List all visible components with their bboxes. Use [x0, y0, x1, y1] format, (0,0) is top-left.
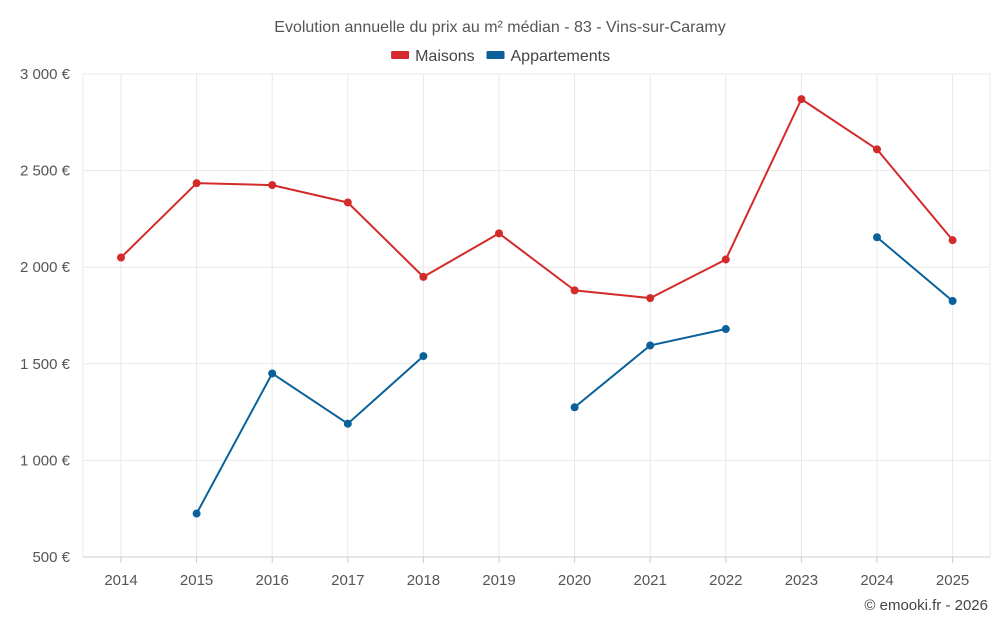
y-tick-label: 2 000 € [20, 259, 71, 276]
credit-text: © emooki.fr - 2026 [864, 597, 988, 614]
x-tick-label: 2017 [331, 572, 364, 589]
y-axis: 500 € 1 000 € 1 500 € 2 000 € 2 500 € 3 000 € [20, 66, 71, 566]
data-point[interactable] [948, 297, 957, 306]
chart-title: Evolution annuelle du prix au m² médian … [274, 19, 725, 36]
y-tick-label: 500 € [32, 549, 70, 566]
data-point[interactable] [343, 419, 352, 428]
series-line [876, 236, 954, 302]
data-point[interactable] [948, 236, 957, 245]
data-point[interactable] [873, 233, 881, 242]
data-point[interactable] [192, 509, 201, 518]
legend-item-maisons[interactable]: Maisons [391, 48, 475, 65]
data-point[interactable] [721, 325, 730, 334]
data-point[interactable] [117, 253, 125, 262]
data-point[interactable] [570, 403, 579, 412]
data-point[interactable] [646, 341, 655, 350]
legend: Maisons Appartements [391, 48, 610, 65]
x-tick-label: 2022 [709, 572, 742, 589]
data-point[interactable] [419, 272, 428, 281]
legend-label: Appartements [511, 48, 611, 65]
y-tick-label: 1 500 € [20, 356, 71, 373]
data-point[interactable] [873, 145, 881, 154]
x-tick-label: 2019 [482, 572, 515, 589]
x-tick-label: 2021 [634, 572, 667, 589]
grid [82, 73, 991, 558]
x-tick-label: 2014 [104, 572, 137, 589]
data-point[interactable] [570, 286, 579, 295]
series-maisons [117, 95, 957, 303]
x-tick-label: 2016 [256, 572, 289, 589]
series-line [195, 355, 425, 515]
x-axis: 2014 2015 2016 2017 2018 2019 2020 2021 2022 2023… [83, 556, 990, 589]
series-layer [117, 95, 957, 518]
legend-swatch [391, 51, 410, 59]
data-point[interactable] [268, 369, 277, 378]
x-tick-label: 2023 [785, 572, 818, 589]
x-tick-label: 2015 [180, 572, 213, 589]
data-point[interactable] [268, 181, 277, 190]
data-point[interactable] [192, 179, 201, 188]
y-tick-label: 2 500 € [20, 163, 71, 180]
data-point[interactable] [646, 294, 655, 303]
x-tick-label: 2025 [936, 572, 969, 589]
y-tick-label: 3 000 € [20, 66, 71, 83]
x-tick-label: 2018 [407, 572, 440, 589]
series-appartements [192, 233, 957, 518]
data-point[interactable] [419, 352, 428, 361]
x-tick-label: 2020 [558, 572, 591, 589]
data-point[interactable] [721, 255, 730, 264]
data-point[interactable] [343, 198, 352, 207]
series-line [120, 98, 954, 300]
y-tick-label: 1 000 € [20, 452, 71, 469]
data-point[interactable] [495, 229, 503, 238]
legend-item-appartements[interactable]: Appartements [486, 48, 611, 65]
legend-label: Maisons [415, 48, 475, 65]
legend-swatch [486, 51, 505, 59]
x-tick-label: 2024 [860, 572, 893, 589]
data-point[interactable] [797, 95, 806, 104]
